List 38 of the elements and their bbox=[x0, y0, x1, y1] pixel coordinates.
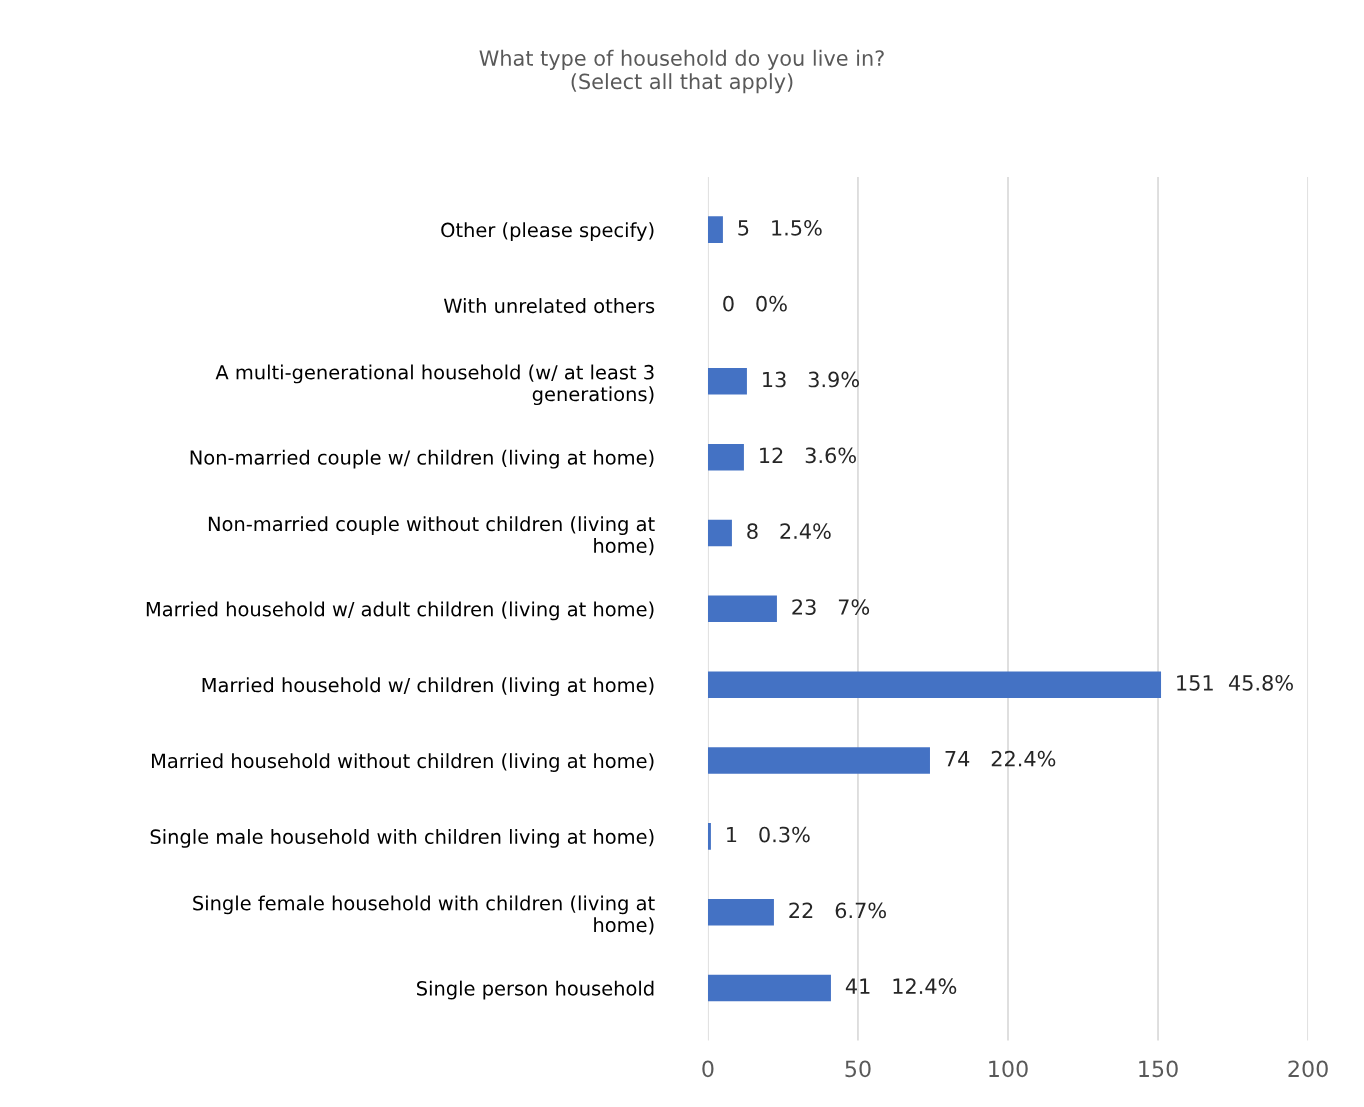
y-tick-label: Other (please specify) bbox=[441, 222, 654, 242]
bar bbox=[707, 595, 777, 623]
bar bbox=[707, 368, 747, 395]
y-tick-label: Single person household bbox=[417, 980, 654, 1000]
data-label: 1 0.3% bbox=[727, 826, 810, 843]
bar bbox=[707, 747, 930, 774]
x-tick-label: 100 bbox=[989, 1060, 1028, 1078]
data-label: 151 45.8% bbox=[1177, 674, 1293, 691]
bar bbox=[707, 519, 732, 547]
y-tick-label: A multi-generational household (w/ at least 3 generations) bbox=[215, 364, 654, 406]
data-label: 5 1.5% bbox=[738, 219, 822, 236]
bar bbox=[707, 216, 723, 243]
bar bbox=[707, 898, 774, 926]
data-label: 13 3.9% bbox=[763, 371, 859, 388]
bar bbox=[707, 443, 744, 471]
chart-title: What type of household do you live in? (Select all that apply) bbox=[479, 49, 884, 94]
y-tick-label: Non-married couple w/ children (living at home) bbox=[190, 449, 654, 469]
data-label: 22 6.7% bbox=[789, 902, 886, 919]
data-label: 41 12.4% bbox=[845, 978, 957, 995]
y-tick-label: Non-married couple without children (living at home) bbox=[208, 516, 655, 556]
y-tick-label: Single male household with children living at home) bbox=[150, 828, 654, 848]
y-tick-label: Married household w/ children (living at home) bbox=[202, 677, 654, 697]
data-label: 0 0% bbox=[723, 295, 787, 312]
data-label: 8 2.4% bbox=[747, 523, 831, 540]
bar bbox=[707, 823, 711, 850]
data-label: 74 22.4% bbox=[945, 750, 1056, 767]
x-tick-label: 50 bbox=[845, 1060, 871, 1078]
y-tick-label: Single female household with children (living at home) bbox=[193, 895, 655, 935]
x-tick-label: 200 bbox=[1288, 1060, 1328, 1078]
y-tick-label: With unrelated others bbox=[443, 298, 655, 314]
x-tick-label: 150 bbox=[1139, 1060, 1178, 1078]
x-tick-label: 0 bbox=[702, 1060, 714, 1078]
y-tick-label: Married household without children (living at home) bbox=[152, 753, 654, 772]
data-label: 23 7% bbox=[792, 599, 870, 615]
bar bbox=[707, 974, 831, 1002]
bar bbox=[707, 671, 1162, 698]
data-label: 12 3.6% bbox=[760, 447, 856, 464]
y-tick-label: Married household w/ adult children (living at home) bbox=[146, 601, 654, 621]
